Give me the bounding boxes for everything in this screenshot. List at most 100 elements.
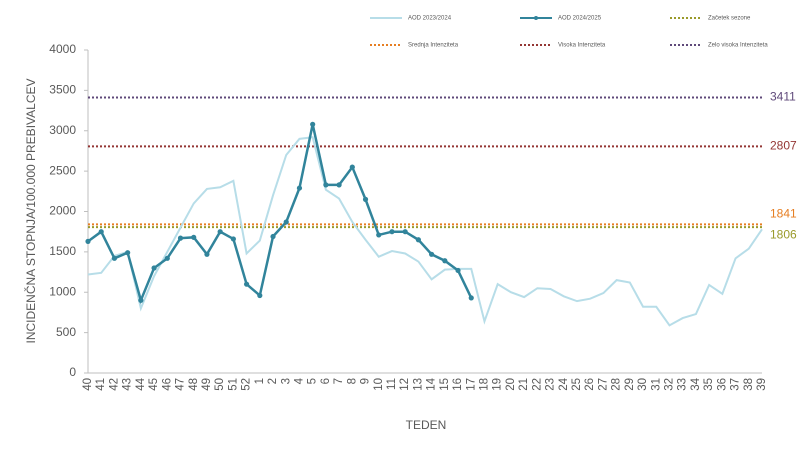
x-tick-label: 20 [505, 378, 517, 391]
x-tick-label: 8 [346, 378, 358, 384]
x-tick-label: 42 [108, 378, 120, 391]
series-marker [85, 238, 91, 244]
series-marker [296, 185, 303, 191]
series-marker [442, 258, 448, 264]
y-axis-label: INCIDENČNA STOPNJA/100.000 PREBIVALCEV [23, 79, 38, 344]
y-tick-label: 500 [56, 325, 76, 339]
series-marker [177, 235, 184, 241]
series-marker [402, 229, 408, 235]
series-marker [125, 250, 131, 256]
x-tick-label: 43 [122, 378, 134, 391]
x-tick-label: 5 [307, 378, 319, 384]
x-tick-label: 37 [730, 378, 742, 391]
series-marker [376, 232, 382, 238]
x-tick-label: 17 [465, 378, 477, 391]
x-tick-label: 24 [558, 377, 570, 390]
x-tick-label: 10 [373, 378, 385, 391]
series-marker [217, 229, 223, 235]
series-marker [138, 297, 144, 303]
series-marker [349, 164, 355, 170]
series-line [87, 124, 473, 305]
x-tick-label: 26 [584, 378, 596, 391]
x-tick-label: 21 [518, 378, 530, 391]
series-marker [323, 182, 329, 188]
x-tick-label: 27 [597, 378, 609, 391]
x-tick-label: 39 [756, 378, 768, 391]
series-marker [98, 229, 104, 235]
y-tick-label: 3000 [49, 123, 76, 137]
series-marker [310, 121, 316, 127]
x-tick-label: 28 [611, 378, 623, 391]
series-marker [243, 281, 250, 287]
x-tick-label: 45 [148, 378, 160, 391]
x-tick-label: 4 [293, 377, 305, 384]
series-marker [204, 251, 210, 257]
series-marker [111, 255, 118, 261]
series-marker [270, 233, 276, 240]
legend-label: AOD 2023/2024 [408, 16, 452, 22]
series-marker [455, 267, 461, 274]
x-tick-label: 25 [571, 378, 583, 391]
x-tick-label: 9 [360, 378, 372, 384]
x-tick-label: 6 [320, 378, 332, 384]
x-tick-label: 52 [241, 378, 253, 391]
x-tick-label: 13 [412, 378, 424, 391]
x-tick-label: 50 [214, 378, 226, 391]
x-tick-label: 49 [201, 378, 213, 391]
x-tick-label: 19 [492, 378, 504, 391]
series-marker [164, 255, 170, 261]
x-tick-label: 23 [545, 378, 557, 391]
x-tick-label: 36 [716, 378, 728, 391]
series-marker [191, 234, 197, 240]
legend-marker [534, 16, 538, 20]
series-marker [468, 295, 474, 301]
x-tick-label: 31 [650, 378, 662, 391]
threshold-label: 3411 [770, 90, 796, 104]
x-tick-label: 14 [426, 377, 438, 390]
legend-label: AOD 2024/2025 [558, 16, 602, 22]
series-marker [257, 292, 263, 299]
series-marker [389, 229, 395, 235]
x-tick-label: 34 [690, 377, 702, 390]
legend-label: Začetek sezone [708, 16, 751, 22]
x-tick-label: 15 [439, 378, 451, 391]
x-tick-label: 41 [95, 378, 107, 391]
x-tick-label: 29 [624, 378, 636, 391]
x-tick-label: 22 [531, 378, 543, 391]
x-tick-label: 12 [399, 378, 411, 391]
threshold-label: 1841 [770, 207, 797, 221]
x-tick-label: 3 [280, 378, 292, 384]
x-tick-label: 33 [677, 378, 689, 391]
series-marker [151, 265, 157, 271]
x-tick-label: 1 [254, 378, 266, 384]
y-tick-label: 0 [69, 365, 76, 379]
legend-label: Zelo visoka Intenziteta [708, 43, 768, 49]
y-tick-label: 1000 [49, 284, 76, 298]
x-tick-label: 38 [743, 378, 755, 391]
x-tick-label: 30 [637, 378, 649, 391]
series-marker [230, 236, 236, 242]
series-marker [362, 196, 369, 202]
y-tick-label: 2500 [49, 163, 76, 177]
x-tick-label: 35 [703, 378, 715, 391]
x-tick-label: 11 [386, 378, 398, 390]
x-tick-label: 2 [267, 378, 279, 384]
y-tick-label: 1500 [49, 244, 76, 258]
x-tick-label: 18 [479, 378, 491, 391]
y-tick-label: 4000 [49, 42, 76, 56]
x-tick-label: 46 [161, 378, 173, 391]
series-marker [336, 182, 342, 188]
x-tick-label: 47 [175, 378, 187, 391]
y-tick-label: 3500 [49, 83, 76, 97]
threshold-label: 2807 [770, 139, 797, 153]
series-line [87, 136, 763, 327]
x-tick-label: 16 [452, 378, 464, 391]
series-marker [415, 237, 421, 243]
x-tick-label: 32 [664, 378, 676, 391]
x-tick-label: 44 [135, 377, 147, 390]
x-axis-label: TEDEN [406, 418, 447, 432]
series-marker [429, 251, 435, 257]
threshold-label: 1806 [770, 227, 797, 241]
y-tick-label: 2000 [49, 204, 76, 218]
